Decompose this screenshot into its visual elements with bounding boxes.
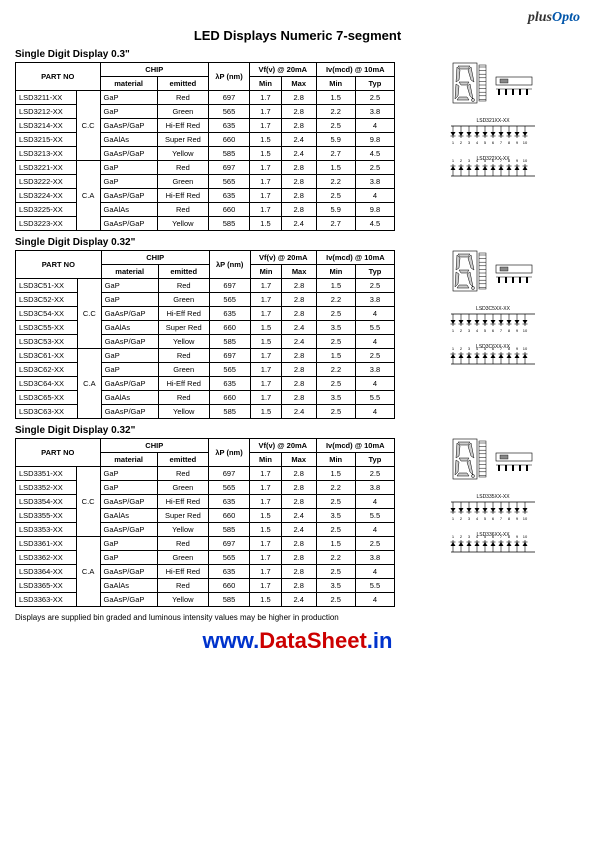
table-row: LSD3355-XXGaAlAs Super Red 660 1.52.4 3.… (16, 509, 395, 523)
svg-text:9: 9 (515, 328, 518, 333)
section-title: Single Digit Display 0.3" (15, 49, 580, 60)
svg-text:3: 3 (467, 140, 470, 145)
svg-text:7: 7 (499, 516, 502, 521)
table-row: LSD3223-XXGaAsP/GaP Yellow 585 1.52.4 2.… (16, 217, 395, 231)
table-row: LSD3365-XXGaAlAs Red 660 1.72.8 3.55.5 (16, 579, 395, 593)
svg-text:9: 9 (515, 516, 518, 521)
svg-text:8: 8 (507, 158, 510, 163)
svg-text:6: 6 (491, 328, 494, 333)
svg-text:3: 3 (467, 158, 470, 163)
section-title: Single Digit Display 0.32" (15, 237, 580, 248)
svg-text:10: 10 (522, 516, 527, 521)
svg-text:2: 2 (459, 346, 462, 351)
svg-text:2: 2 (459, 516, 462, 521)
svg-text:8: 8 (507, 140, 510, 145)
svg-text:10: 10 (522, 346, 527, 351)
table-row: LSD3214-XXGaAsP/GaP Hi-Eff Red 635 1.72.… (16, 119, 395, 133)
table-row: LSD3C53-XXGaAsP/GaP Yellow 585 1.52.4 2.… (16, 335, 395, 349)
svg-text:7: 7 (499, 328, 502, 333)
svg-text:LSD321XX-XX: LSD321XX-XX (476, 118, 510, 124)
table-row: LSD3215-XXGaAlAs Super Red 660 1.52.4 5.… (16, 133, 395, 147)
svg-text:4: 4 (475, 140, 478, 145)
table-row: LSD3C51-XXC.CGaP Red 697 1.72.8 1.52.5 (16, 279, 395, 293)
svg-text:2: 2 (459, 140, 462, 145)
svg-text:3: 3 (467, 516, 470, 521)
footnote: Displays are supplied bin graded and lum… (15, 613, 580, 622)
svg-text:9: 9 (515, 346, 518, 351)
svg-text:LSD3C5XX-XX: LSD3C5XX-XX (476, 306, 511, 312)
spec-table: PART NO CHIP λP (nm) Vf(v) @ 20mA Iv(mcd… (15, 438, 395, 607)
table-row: LSD3364-XXGaAsP/GaP Hi-Eff Red 635 1.72.… (16, 565, 395, 579)
package-diagrams: LSD335XX-XX 12345678910 LSD336XX-XX 1234… (405, 438, 580, 564)
svg-text:1: 1 (451, 140, 454, 145)
table-row: LSD3C65-XXGaAlAs Red 660 1.72.8 3.55.5 (16, 391, 395, 405)
brand-logo: plusOpto (15, 10, 580, 26)
svg-text:9: 9 (515, 140, 518, 145)
table-row: LSD3354-XXGaAsP/GaP Hi-Eff Red 635 1.72.… (16, 495, 395, 509)
svg-text:5: 5 (483, 140, 486, 145)
svg-text:10: 10 (522, 328, 527, 333)
svg-text:3: 3 (467, 328, 470, 333)
spec-table: PART NO CHIP λP (nm) Vf(v) @ 20mA Iv(mcd… (15, 62, 395, 231)
page-title: LED Displays Numeric 7-segment (15, 28, 580, 43)
svg-text:10: 10 (522, 140, 527, 145)
table-row: LSD3C55-XXGaAlAs Super Red 660 1.52.4 3.… (16, 321, 395, 335)
table-row: LSD3224-XXGaAsP/GaP Hi-Eff Red 635 1.72.… (16, 189, 395, 203)
svg-text:2: 2 (459, 328, 462, 333)
table-row: LSD3363-XXGaAsP/GaP Yellow 585 1.52.4 2.… (16, 593, 395, 607)
svg-text:6: 6 (491, 516, 494, 521)
table-row: LSD3C64-XXGaAsP/GaP Hi-Eff Red 635 1.72.… (16, 377, 395, 391)
table-row: LSD3212-XXGaP Green 565 1.72.8 2.23.8 (16, 105, 395, 119)
svg-text:9: 9 (515, 158, 518, 163)
svg-text:1: 1 (451, 328, 454, 333)
table-row: LSD3211-XXC.CGaP Red 697 1.72.8 1.52.5 (16, 91, 395, 105)
svg-text:3: 3 (467, 534, 470, 539)
svg-text:2: 2 (459, 534, 462, 539)
svg-text:10: 10 (522, 534, 527, 539)
table-row: LSD3361-XXC.AGaP Red 697 1.72.8 1.52.5 (16, 537, 395, 551)
table-row: LSD3C54-XXGaAsP/GaP Hi-Eff Red 635 1.72.… (16, 307, 395, 321)
svg-text:8: 8 (507, 346, 510, 351)
table-row: LSD3222-XXGaP Green 565 1.72.8 2.23.8 (16, 175, 395, 189)
svg-text:LSD335XX-XX: LSD335XX-XX (476, 494, 510, 500)
svg-text:1: 1 (451, 516, 454, 521)
svg-text:8: 8 (507, 516, 510, 521)
svg-text:1: 1 (451, 534, 454, 539)
table-row: LSD3C62-XXGaP Green 565 1.72.8 2.23.8 (16, 363, 395, 377)
table-row: LSD3213-XXGaAsP/GaP Yellow 585 1.52.4 2.… (16, 147, 395, 161)
package-diagrams: LSD3C5XX-XX 12345678910 LSD3C6XX-XX 1234… (405, 250, 580, 376)
svg-text:7: 7 (499, 140, 502, 145)
table-row: LSD3351-XXC.CGaP Red 697 1.72.8 1.52.5 (16, 467, 395, 481)
table-row: LSD3362-XXGaP Green 565 1.72.8 2.23.8 (16, 551, 395, 565)
section-title: Single Digit Display 0.32" (15, 425, 580, 436)
package-diagrams: LSD321XX-XX 12345678910 LSD322XX-XX 1234… (405, 62, 580, 188)
svg-text:1: 1 (451, 346, 454, 351)
svg-text:10: 10 (522, 158, 527, 163)
table-row: LSD3C52-XXGaP Green 565 1.72.8 2.23.8 (16, 293, 395, 307)
svg-text:3: 3 (467, 346, 470, 351)
table-row: LSD3221-XXC.AGaP Red 697 1.72.8 1.52.5 (16, 161, 395, 175)
svg-text:4: 4 (475, 516, 478, 521)
svg-text:5: 5 (483, 516, 486, 521)
svg-text:1: 1 (451, 158, 454, 163)
svg-text:2: 2 (459, 158, 462, 163)
watermark-link[interactable]: www.DataSheet.in (15, 628, 580, 654)
svg-text:9: 9 (515, 534, 518, 539)
table-row: LSD3353-XXGaAsP/GaP Yellow 585 1.52.4 2.… (16, 523, 395, 537)
svg-text:4: 4 (475, 328, 478, 333)
table-row: LSD3225-XXGaAlAs Red 660 1.72.8 5.99.8 (16, 203, 395, 217)
svg-text:6: 6 (491, 140, 494, 145)
table-row: LSD3C63-XXGaAsP/GaP Yellow 585 1.52.4 2.… (16, 405, 395, 419)
svg-text:5: 5 (483, 328, 486, 333)
table-row: LSD3C61-XXC.AGaP Red 697 1.72.8 1.52.5 (16, 349, 395, 363)
table-row: LSD3352-XXGaP Green 565 1.72.8 2.23.8 (16, 481, 395, 495)
spec-table: PART NO CHIP λP (nm) Vf(v) @ 20mA Iv(mcd… (15, 250, 395, 419)
svg-text:8: 8 (507, 534, 510, 539)
svg-text:8: 8 (507, 328, 510, 333)
